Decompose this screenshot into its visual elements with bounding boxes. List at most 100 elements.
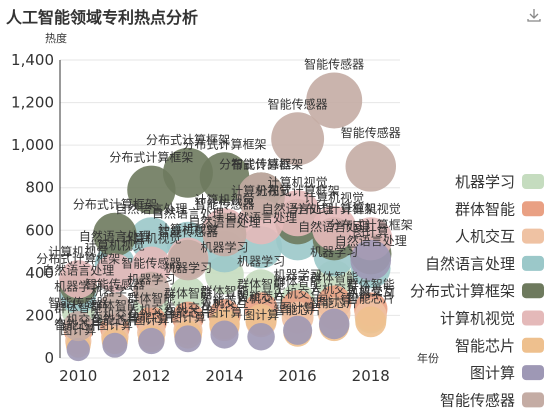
bubble-label: 智能芯片 xyxy=(54,317,102,332)
legend-item[interactable]: 分布式计算框架 xyxy=(410,282,544,300)
bubble xyxy=(63,311,94,342)
bubble xyxy=(199,152,250,202)
bubble-label: 智能传感器 xyxy=(304,56,364,71)
bubble xyxy=(162,147,213,198)
bubble-label: 自然语言处理 xyxy=(152,206,224,221)
bubble xyxy=(133,271,170,309)
bubble-label: 智能芯片 xyxy=(274,302,322,317)
x-tick-label: 2016 xyxy=(279,367,317,385)
legend-swatch xyxy=(522,310,544,326)
legend-item[interactable]: 机器学习 xyxy=(455,173,544,191)
bubble-label: 人机交互 xyxy=(54,312,102,327)
bubble-label: 机器学习 xyxy=(91,283,139,298)
bubble-label: 人机交互 xyxy=(127,302,175,317)
point-labels: 机器学习机器学习机器学习机器学习机器学习机器学习机器学习机器学习机器学习群体智能… xyxy=(36,56,412,336)
bubble xyxy=(129,217,174,261)
y-tick-label: 400 xyxy=(25,264,54,282)
x-tick-label: 2012 xyxy=(132,367,170,385)
bubble-label: 分布式计算框架 xyxy=(219,156,303,171)
bubble-label: 计算机视觉 xyxy=(85,237,145,252)
bubble xyxy=(202,212,247,257)
legend-item[interactable]: 自然语言处理 xyxy=(425,255,544,273)
bubble xyxy=(95,253,135,293)
bubble-label: 智能传感器 xyxy=(121,256,181,271)
y-tick-label: 800 xyxy=(25,179,54,197)
bubble-label: 群体智能 xyxy=(310,269,358,284)
bubble-label: 计算机视觉 xyxy=(268,174,328,189)
legend-item[interactable]: 图计算 xyxy=(470,364,544,382)
bubble xyxy=(127,165,176,215)
bubble-label: 人机交互 xyxy=(310,281,358,296)
bubble-label: 分布式计算框架 xyxy=(36,251,120,266)
bubble-label: 智能芯片 xyxy=(237,288,285,303)
bubble-label: 智能传感器 xyxy=(341,125,401,140)
bubble-label: 智能传感器 xyxy=(48,295,108,310)
bubble xyxy=(210,320,239,349)
bubble-label: 群体智能 xyxy=(347,276,395,291)
bubble-label: 智能传感器 xyxy=(195,197,255,212)
bubble xyxy=(138,327,165,355)
bubble xyxy=(169,276,206,313)
legend-swatch xyxy=(522,365,544,381)
bubble-label: 机器学习 xyxy=(237,253,285,268)
bubble-label: 人机交互 xyxy=(274,286,322,301)
bubble xyxy=(98,292,132,326)
bubble-label: 机器学习 xyxy=(164,260,212,275)
bubble xyxy=(102,332,128,358)
bubble-label: 自然语言处理 xyxy=(189,215,261,230)
legend-label: 分布式计算框架 xyxy=(410,282,515,300)
legend-label: 机器学习 xyxy=(455,173,515,191)
bubble-label: 智能芯片 xyxy=(347,290,395,305)
x-axis-label: 年份 xyxy=(417,351,439,365)
bubble-label: 图计算 xyxy=(97,317,133,332)
legend: 机器学习群体智能人机交互自然语言处理分布式计算框架计算机视觉智能芯片图计算智能传… xyxy=(410,173,544,409)
bubble xyxy=(237,172,285,221)
bubble-label: 自然语言处理 xyxy=(298,219,370,234)
legend-label: 人机交互 xyxy=(455,228,515,246)
bubble-label: 图计算 xyxy=(353,224,389,239)
bubble-label: 计算机视觉 xyxy=(304,190,364,205)
bubble-label: 智能芯片 xyxy=(201,293,249,308)
bubble-label: 分布式计算框架 xyxy=(73,197,157,212)
legend-label: 智能传感器 xyxy=(440,391,515,409)
legend-item[interactable]: 智能传感器 xyxy=(440,391,544,409)
bubble-label: 计算机视觉 xyxy=(121,231,181,246)
legend-swatch xyxy=(522,174,544,189)
bubble-label: 图计算 xyxy=(133,312,169,327)
bubble-label: 智能传感器 xyxy=(268,96,328,111)
legend-swatch xyxy=(522,228,544,244)
bubble-label: 计算机视觉 xyxy=(341,201,401,216)
x-tick-label: 2014 xyxy=(205,367,243,385)
bubble-label: 群体智能 xyxy=(201,283,249,298)
bubble xyxy=(355,306,387,338)
bubble-label: 图计算 xyxy=(170,309,206,324)
legend-item[interactable]: 群体智能 xyxy=(455,200,544,218)
legend-label: 计算机视觉 xyxy=(440,310,515,328)
legend-item[interactable]: 智能芯片 xyxy=(455,337,544,355)
bubble-label: 智能芯片 xyxy=(310,295,358,310)
bubble-label: 机器学习 xyxy=(127,272,175,287)
legend-swatch xyxy=(522,392,544,408)
legend-label: 图计算 xyxy=(470,364,515,382)
bubble xyxy=(167,239,209,281)
bubble-label: 分布式计算框架 xyxy=(256,183,340,198)
download-icon[interactable] xyxy=(526,7,542,23)
bubble xyxy=(247,322,275,351)
y-tick-label: 600 xyxy=(25,221,54,239)
bubble-label: 分布式计算框架 xyxy=(183,136,267,151)
bubble-label: 图计算 xyxy=(207,305,243,320)
bubble xyxy=(274,190,321,237)
legend-item[interactable]: 计算机视觉 xyxy=(440,310,544,328)
legend-item[interactable]: 人机交互 xyxy=(455,228,544,246)
bubble-label: 人机交互 xyxy=(237,290,285,305)
bubble-label: 群体智能 xyxy=(274,274,322,289)
bubble xyxy=(306,72,363,129)
x-tick-label: 2010 xyxy=(59,367,97,385)
legend-swatch xyxy=(522,255,544,271)
bubble-label: 智能传感器 xyxy=(231,156,291,171)
bubble-label: 人机交互 xyxy=(91,307,139,322)
bubble-label: 计算机视觉 xyxy=(158,221,218,236)
bubble xyxy=(350,239,392,281)
bubble-label: 计算机视觉 xyxy=(195,192,255,207)
y-tick-label: 1,400 xyxy=(11,51,54,69)
